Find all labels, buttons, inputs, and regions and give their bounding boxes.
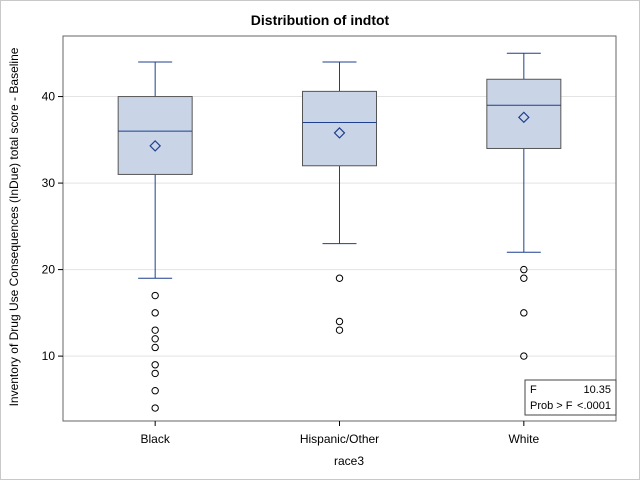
mean-marker	[149, 140, 162, 152]
box-hispanic-other	[302, 61, 377, 334]
box-series	[117, 52, 562, 412]
mean-marker	[517, 111, 530, 124]
iqr-box	[117, 96, 193, 175]
stats-prob-label: Prob > F	[530, 400, 573, 412]
x-tick-label: White	[508, 432, 539, 446]
stats-inset: F 10.35 Prob > F <.0001	[524, 379, 617, 416]
box-white	[486, 52, 562, 360]
outlier-point	[520, 274, 528, 282]
stats-f-label: F	[530, 384, 537, 396]
outlier-point	[151, 335, 159, 343]
chart-title: Distribution of indtot	[251, 12, 390, 28]
mean-marker	[333, 127, 346, 139]
y-tick-label: 10	[42, 349, 56, 363]
outlier-point	[151, 404, 159, 412]
x-tick-label: Black	[140, 432, 170, 446]
outlier-point	[520, 265, 528, 274]
outlier-point	[335, 274, 344, 282]
y-tick-label: 20	[42, 263, 56, 277]
box-black	[117, 61, 193, 412]
y-axis-label: Inventory of Drug Use Consequences (InDu…	[7, 47, 21, 406]
x-tick-label: Hispanic/Other	[300, 432, 379, 446]
outlier-point	[151, 343, 159, 352]
iqr-box	[486, 78, 562, 149]
x-axis-label: race3	[334, 454, 364, 468]
outlier-point	[520, 309, 528, 317]
outlier-point	[151, 361, 159, 369]
x-axis: Black Hispanic/Other White	[140, 421, 539, 446]
stats-f-value: 10.35	[583, 384, 611, 396]
outlier-point	[151, 309, 159, 317]
outlier-point	[151, 387, 159, 395]
y-tick-label: 30	[42, 176, 56, 190]
y-tick-label: 40	[42, 90, 56, 104]
outlier-point	[520, 352, 528, 360]
y-axis: 10 20 30 40	[42, 90, 63, 363]
outlier-point	[151, 326, 159, 334]
outlier-point	[335, 326, 344, 334]
outlier-point	[151, 369, 159, 378]
stats-inset-box	[524, 379, 617, 416]
outlier-point	[335, 317, 344, 326]
stats-prob-value: <.0001	[577, 400, 611, 412]
outlier-point	[151, 291, 159, 300]
